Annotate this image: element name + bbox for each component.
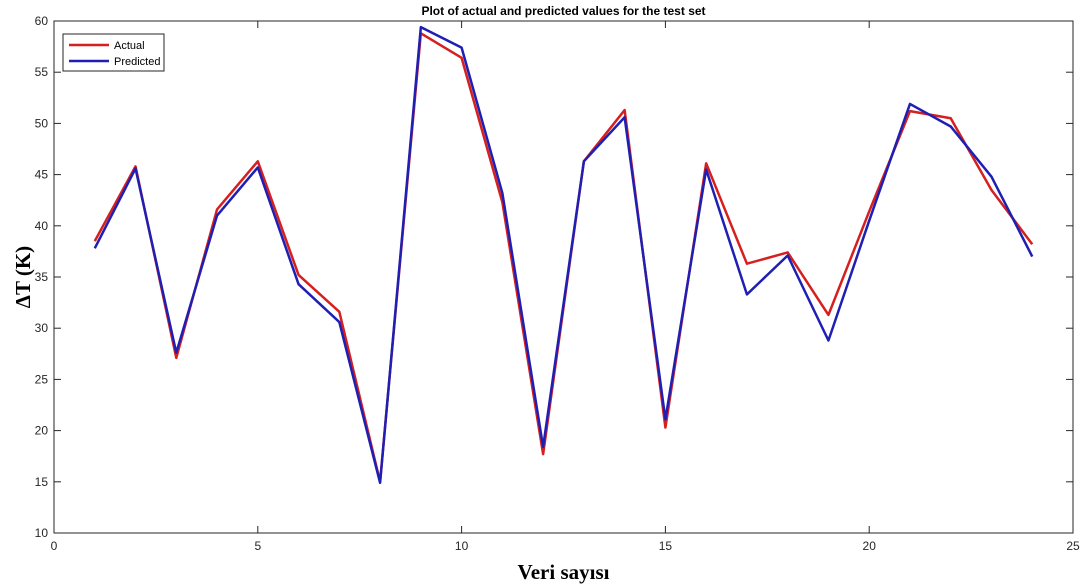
y-tick-label: 25 <box>35 372 49 386</box>
series-layer <box>93 25 1034 485</box>
series-line-predicted <box>93 25 1034 485</box>
y-tick-label: 10 <box>35 526 49 540</box>
y-axis: 10 15 20 25 30 35 40 45 50 55 60 <box>35 14 1073 540</box>
chart-title: Plot of actual and predicted values for … <box>421 4 705 18</box>
y-tick-label: 50 <box>35 116 49 130</box>
y-tick-label: 55 <box>35 65 49 79</box>
x-tick-label: 0 <box>51 539 58 553</box>
x-tick-label: 20 <box>863 539 877 553</box>
x-axis: 0 5 10 15 20 25 <box>51 21 1080 553</box>
x-axis-label: Veri sayısı <box>518 560 610 584</box>
y-tick-label: 40 <box>35 219 49 233</box>
x-tick-label: 10 <box>455 539 469 553</box>
legend-box <box>62 33 165 72</box>
y-tick-label: 45 <box>35 168 49 182</box>
x-tick-label: 25 <box>1066 539 1080 553</box>
y-tick-label: 15 <box>35 475 49 489</box>
y-tick-label: 30 <box>35 321 49 335</box>
y-tick-label: 20 <box>35 424 49 438</box>
plot-area <box>53 20 1074 534</box>
y-tick-label: 35 <box>35 270 49 284</box>
legend-label-actual: Actual <box>114 40 145 52</box>
y-tick-label: 60 <box>35 14 49 28</box>
legend: Actual Predicted <box>62 33 165 72</box>
legend-label-predicted: Predicted <box>114 56 160 68</box>
x-tick-label: 15 <box>659 539 673 553</box>
x-tick-label: 5 <box>254 539 261 553</box>
y-axis-label: ΔT (K) <box>11 246 35 308</box>
